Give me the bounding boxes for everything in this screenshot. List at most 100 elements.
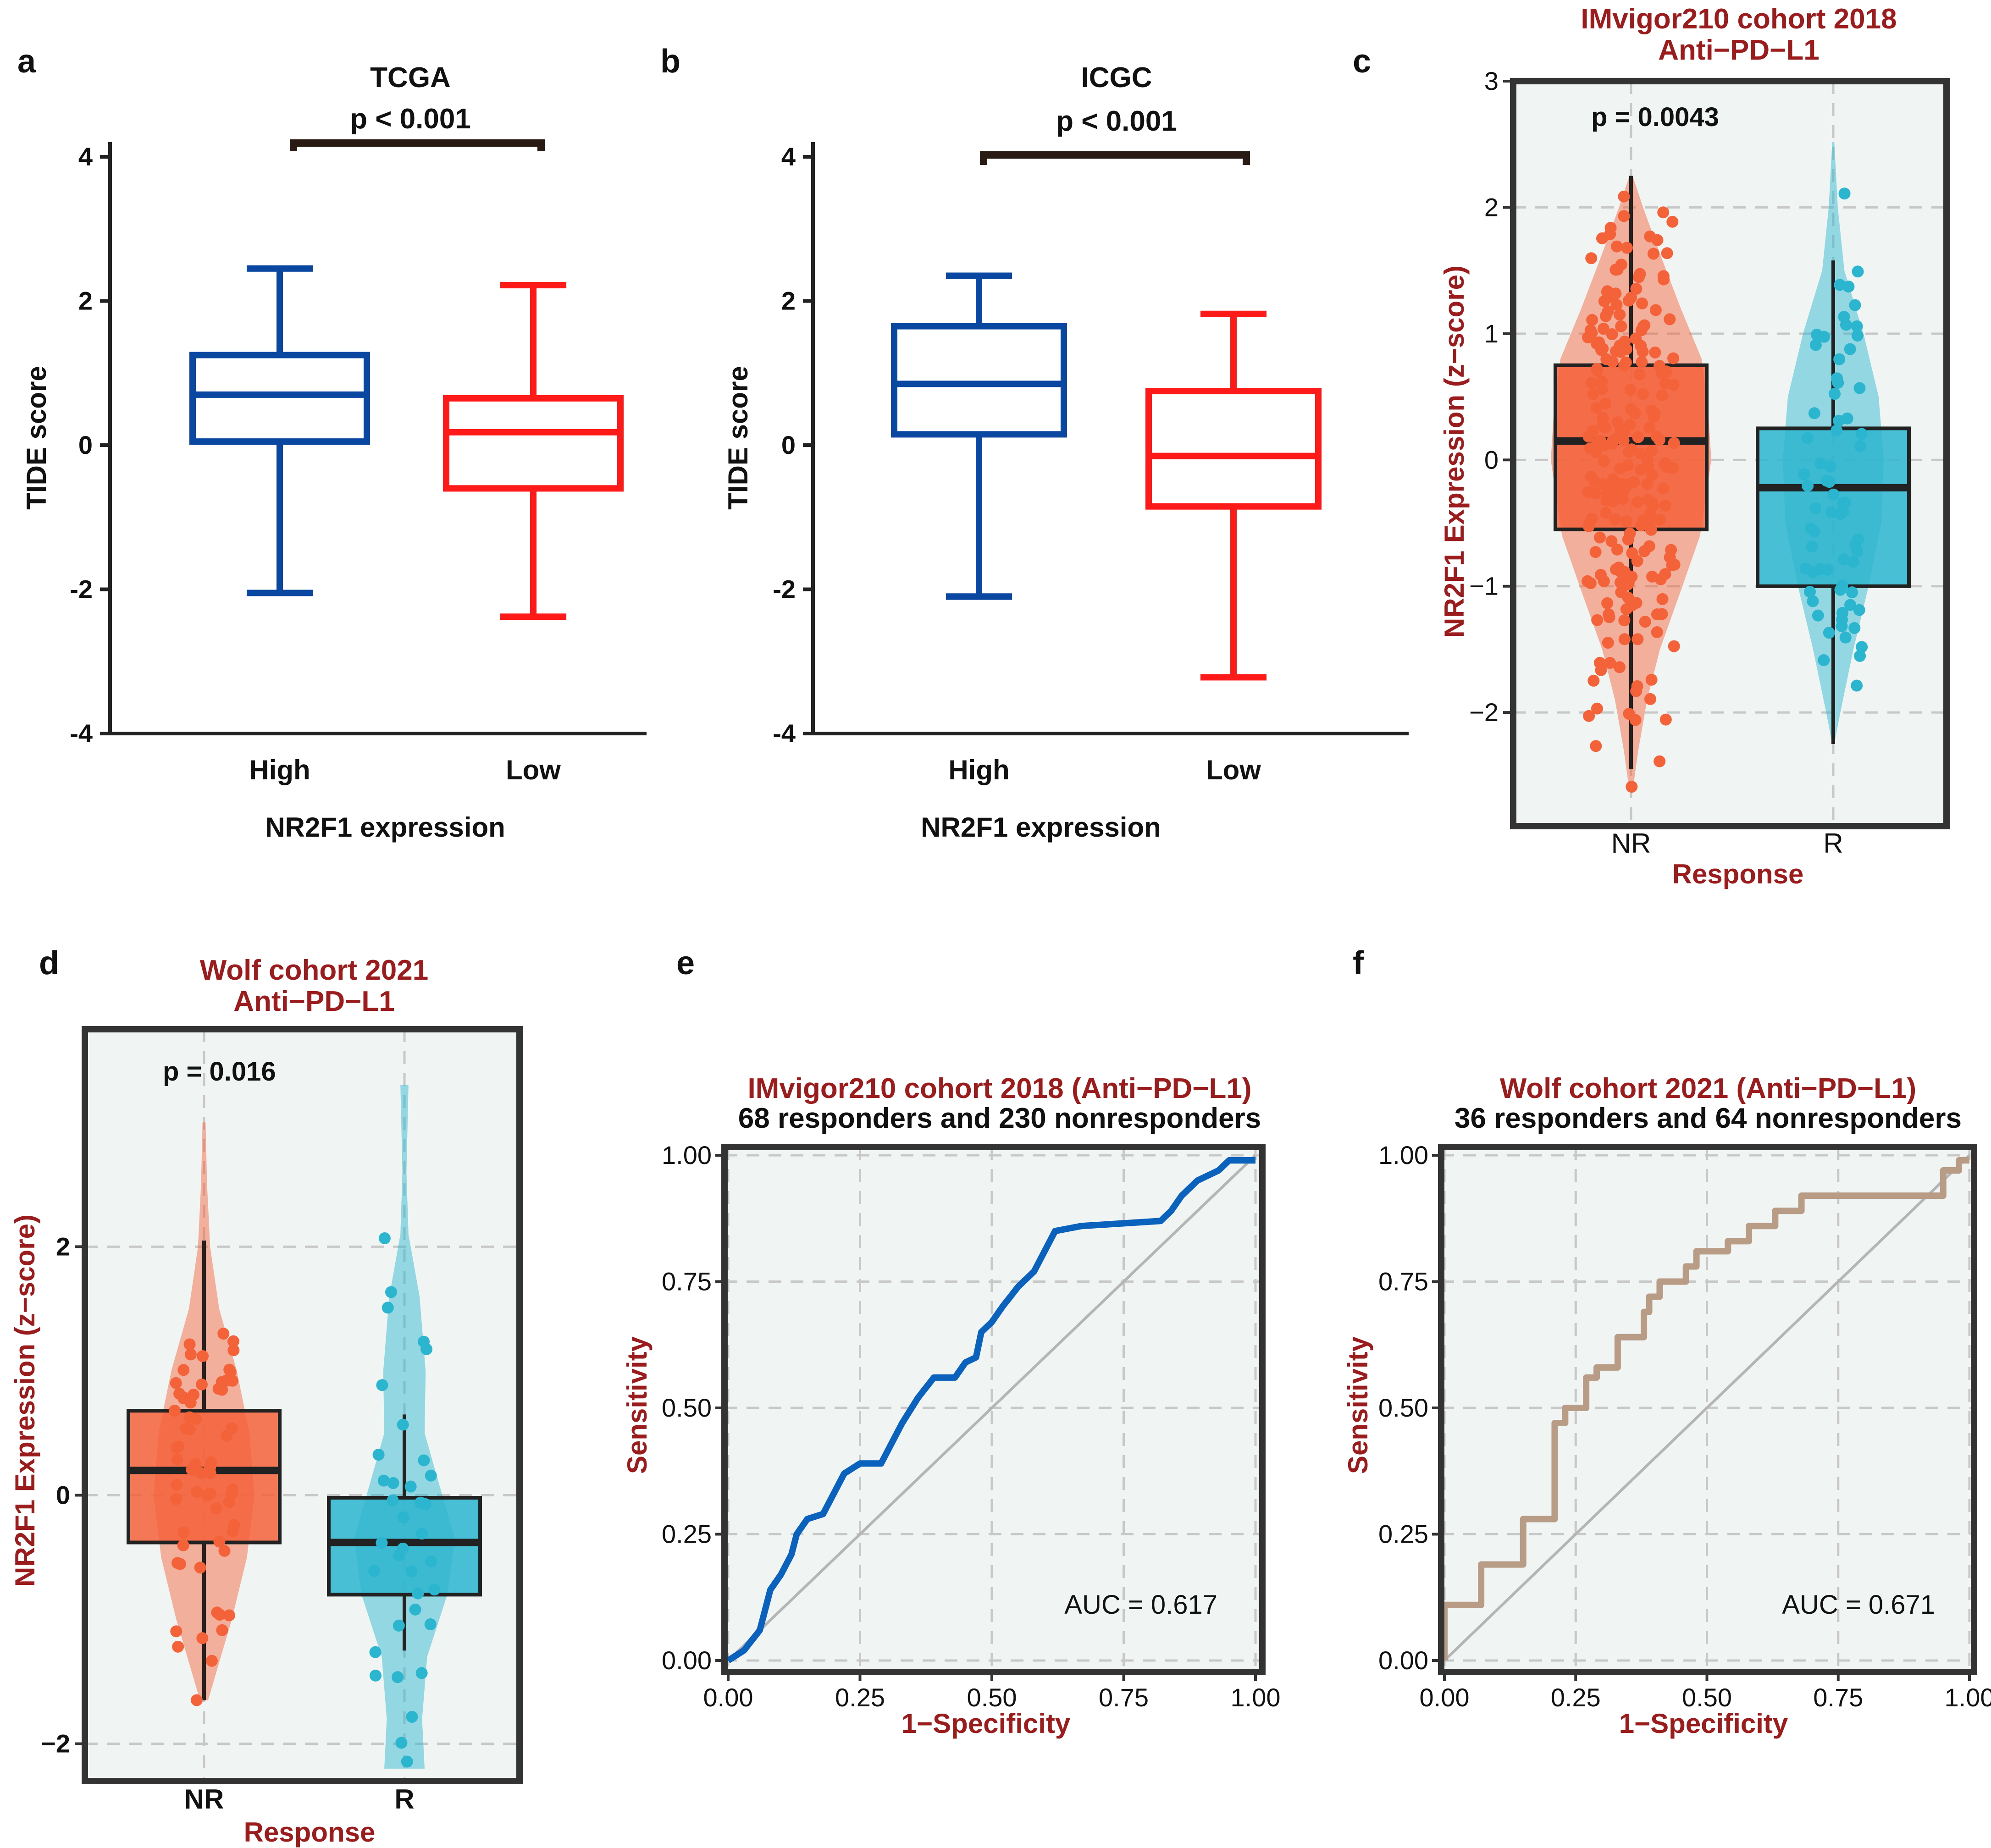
y-tick-label: 0.50 <box>662 1393 712 1422</box>
data-point <box>171 1453 183 1466</box>
data-point <box>1827 488 1840 501</box>
roc-group <box>726 1154 1257 1663</box>
data-point <box>1665 544 1677 556</box>
y-tick-label: 1.00 <box>662 1141 712 1169</box>
data-point <box>1853 604 1865 616</box>
data-point <box>172 1440 184 1453</box>
box-group <box>891 272 1322 681</box>
data-point <box>197 1350 209 1363</box>
data-point <box>397 1511 409 1523</box>
axis-ticks: 0.00 0.00 0.25 0.25 0.50 0.50 0.75 0.75 1.00 1.00 <box>662 1141 1281 1712</box>
chart-title: ICGC <box>1081 62 1152 94</box>
data-point <box>204 1487 216 1500</box>
data-point <box>1852 533 1864 546</box>
box-group <box>189 265 624 620</box>
y-tick-label: 2 <box>56 1232 70 1261</box>
y-axis-ticks: −2 −1 0 1 2 3 <box>1469 66 1513 727</box>
data-point <box>385 1286 397 1298</box>
category-label-r: R <box>394 1784 414 1815</box>
data-point <box>1636 356 1648 368</box>
data-point <box>406 1710 418 1723</box>
data-point <box>1637 514 1649 527</box>
significance-bracket <box>290 139 545 151</box>
plot-frame <box>721 1144 1266 1675</box>
data-point <box>1660 365 1673 378</box>
jitter-points <box>168 1328 240 1706</box>
p-value-label: p = 0.0043 <box>1591 102 1719 132</box>
y-tick-label: 2 <box>78 287 93 315</box>
data-point <box>401 1755 413 1768</box>
data-point <box>409 1603 421 1616</box>
data-point <box>1848 622 1861 634</box>
y-tick-label: 0.25 <box>1378 1520 1428 1549</box>
data-point <box>376 1379 388 1391</box>
data-point <box>1823 476 1836 488</box>
data-point <box>416 1528 428 1540</box>
data-point <box>1637 388 1649 400</box>
data-point <box>1668 437 1680 449</box>
data-point <box>1643 540 1655 552</box>
data-point <box>387 1477 399 1489</box>
data-point <box>382 1302 394 1314</box>
data-point <box>226 1487 238 1500</box>
plot-frame <box>82 1026 523 1784</box>
y-axis-label: Sensitivity <box>622 1336 653 1474</box>
data-point <box>1651 626 1663 638</box>
panel-d-wolf-violin: d Wolf cohort 2021 Anti−PD−L1 p = 0.016 … <box>10 945 523 1848</box>
category-label-low: Low <box>1206 755 1261 785</box>
y-axis-label: NR2F1 Expression (z−score) <box>1439 265 1470 638</box>
data-point <box>428 1583 441 1596</box>
panel-a-tcga-boxplot: a TCGA p < 0.001 -4 -2 0 2 4 TIDE score High… <box>17 43 647 843</box>
data-point <box>1589 546 1602 558</box>
significance-bracket <box>980 151 1250 165</box>
data-point <box>1852 265 1864 278</box>
data-point <box>177 1527 190 1539</box>
data-point <box>212 1383 225 1395</box>
data-point <box>1854 650 1866 662</box>
data-point <box>1645 673 1658 686</box>
data-point <box>1844 343 1856 355</box>
roc-group <box>1441 1154 1971 1662</box>
panel-label-b: b <box>660 43 680 80</box>
data-point <box>1836 620 1848 632</box>
data-point <box>1611 416 1624 428</box>
data-point <box>1809 339 1822 351</box>
data-point <box>1814 458 1827 470</box>
data-point <box>1583 710 1595 722</box>
data-point <box>214 1609 226 1621</box>
data-point <box>1591 437 1604 449</box>
data-point <box>378 1232 391 1245</box>
category-label-high: High <box>948 755 1009 785</box>
data-point <box>1838 188 1851 200</box>
data-point <box>1807 595 1819 607</box>
data-point <box>1650 430 1663 442</box>
panel-label-d: d <box>39 945 59 982</box>
category-label-high: High <box>249 755 310 785</box>
data-point <box>1591 614 1604 626</box>
y-tick-label: 0 <box>781 430 796 459</box>
data-point <box>1806 541 1818 553</box>
x-axis-label: Response <box>1672 859 1804 889</box>
data-point <box>1585 252 1598 265</box>
data-point <box>227 1335 240 1347</box>
box-low <box>1145 310 1322 681</box>
y-axis-ticks: -4 -2 0 2 4 <box>70 142 110 748</box>
data-point <box>404 1480 417 1493</box>
data-point <box>1618 190 1630 203</box>
data-point <box>218 1545 231 1557</box>
x-tick-label: 0.00 <box>703 1683 753 1712</box>
data-point <box>1666 559 1678 571</box>
data-point <box>1632 431 1644 443</box>
y-tick-label: 0 <box>78 430 93 459</box>
diagonal-reference-line <box>1443 1154 1971 1662</box>
data-point <box>168 1405 181 1417</box>
data-point <box>1664 313 1676 325</box>
box-low <box>443 281 624 620</box>
data-point <box>372 1449 385 1461</box>
p-value-label: p = 0.016 <box>163 1057 276 1087</box>
data-point <box>368 1565 381 1577</box>
data-point <box>210 1502 222 1515</box>
violin-group <box>1551 142 1911 793</box>
y-tick-label: −1 <box>1469 572 1499 601</box>
data-point <box>1834 584 1847 596</box>
